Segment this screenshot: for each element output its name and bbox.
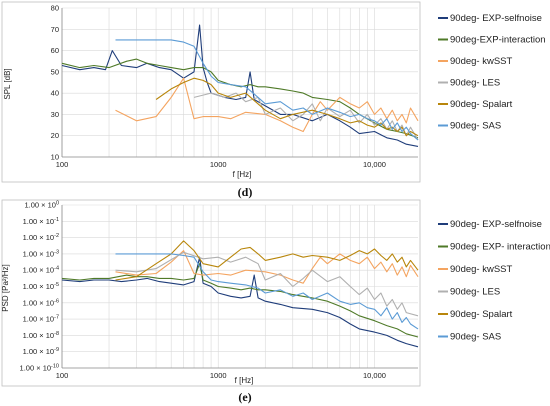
legend: 90deg- EXP-selfnoise 90deg-EXP-interactio… xyxy=(438,13,546,132)
series-line xyxy=(115,250,419,284)
series-line xyxy=(155,77,419,137)
series-line xyxy=(61,256,419,348)
y-tick-label: 1.00 × 10-5 xyxy=(23,282,59,291)
y-tick-label: 50 xyxy=(51,67,59,76)
x-tick-labels: 100 1000 10,000 xyxy=(56,371,386,380)
series-line xyxy=(115,39,419,141)
series-line xyxy=(61,263,419,338)
y-tick-label: 1.00 × 100 xyxy=(24,201,59,210)
y-tick-label: 40 xyxy=(51,89,59,98)
x-tick-label: 10,000 xyxy=(363,371,386,380)
legend-entry: 90deg- SAS xyxy=(450,121,501,132)
y-tick-label: 1.00 × 10-6 xyxy=(23,298,59,307)
series-lines xyxy=(61,24,419,147)
legend: 90deg- EXP-selfnoise 90deg- EXP- interact… xyxy=(438,219,550,343)
grid xyxy=(61,7,418,158)
chart-frame xyxy=(1,1,421,183)
y-tick-label: 1.00 × 10-9 xyxy=(23,347,59,356)
y-tick-label: 10 xyxy=(51,153,59,162)
legend-entry: 90deg- kwSST xyxy=(450,56,513,67)
x-tick-label: 100 xyxy=(56,160,69,169)
y-tick-label: 70 xyxy=(51,25,59,34)
series-line xyxy=(61,58,419,139)
x-axis-label: f [Hz] xyxy=(235,376,254,385)
legend-entry: 90deg- Spalart xyxy=(450,309,513,320)
y-tick-label: 1.00 × 10-3 xyxy=(23,249,59,258)
legend-entry: 90deg- SAS xyxy=(450,332,501,343)
x-tick-label: 100 xyxy=(56,371,69,380)
series-line xyxy=(193,92,419,141)
chart-panel-e: 1.00 × 100 1.00 × 10-1 1.00 × 10-2 1.00 × 1… xyxy=(1,199,550,404)
y-tick-label: 20 xyxy=(51,131,59,140)
x-tick-label: 1000 xyxy=(210,371,227,380)
legend-entry: 90deg- EXP- interaction xyxy=(450,242,550,253)
y-tick-label: 1.00 × 10-8 xyxy=(23,331,59,340)
series-line xyxy=(115,251,419,317)
legend-entry: 90deg-EXP-interaction xyxy=(450,35,546,46)
y-axis-label: SPL [dB] xyxy=(3,68,12,99)
series-line xyxy=(115,240,419,281)
legend-entry: 90deg- EXP-selfnoise xyxy=(450,219,542,230)
panel-caption: (d) xyxy=(238,185,253,199)
x-axis-label: f [Hz] xyxy=(233,170,252,179)
y-tick-label: 80 xyxy=(51,4,59,13)
y-tick-labels: 1.00 × 100 1.00 × 10-1 1.00 × 10-2 1.00 × 1… xyxy=(20,201,59,373)
legend-entry: 90deg- Spalart xyxy=(450,99,513,110)
y-tick-label: 30 xyxy=(51,110,59,119)
y-tick-label: 1.00 × 10-1 xyxy=(23,217,59,226)
chart-frame xyxy=(1,199,421,387)
legend-entry: 90deg- kwSST xyxy=(450,264,513,275)
x-tick-labels: 100 1000 10,000 xyxy=(56,160,386,169)
y-tick-label: 1.00 × 10-7 xyxy=(23,315,59,324)
x-tick-label: 1000 xyxy=(210,160,227,169)
y-axis-label: PSD [Pa²/Hz] xyxy=(1,264,10,312)
panel-caption: (e) xyxy=(238,390,251,404)
y-tick-label: 1.00 × 10-4 xyxy=(23,266,59,275)
series-lines xyxy=(61,240,419,348)
x-tick-label: 10,000 xyxy=(363,160,386,169)
legend-entry: 90deg- EXP-selfnoise xyxy=(450,13,542,24)
series-line xyxy=(115,253,419,330)
series-line xyxy=(115,77,419,133)
y-tick-label: 1.00 × 10-10 xyxy=(20,364,59,373)
grid xyxy=(61,204,418,369)
legend-entry: 90deg- LES xyxy=(450,287,500,298)
y-tick-label: 60 xyxy=(51,46,59,55)
legend-entry: 90deg- LES xyxy=(450,78,500,89)
y-tick-label: 1.00 × 10-2 xyxy=(23,233,59,242)
y-tick-labels: 10 20 30 40 50 60 70 80 xyxy=(51,4,59,162)
